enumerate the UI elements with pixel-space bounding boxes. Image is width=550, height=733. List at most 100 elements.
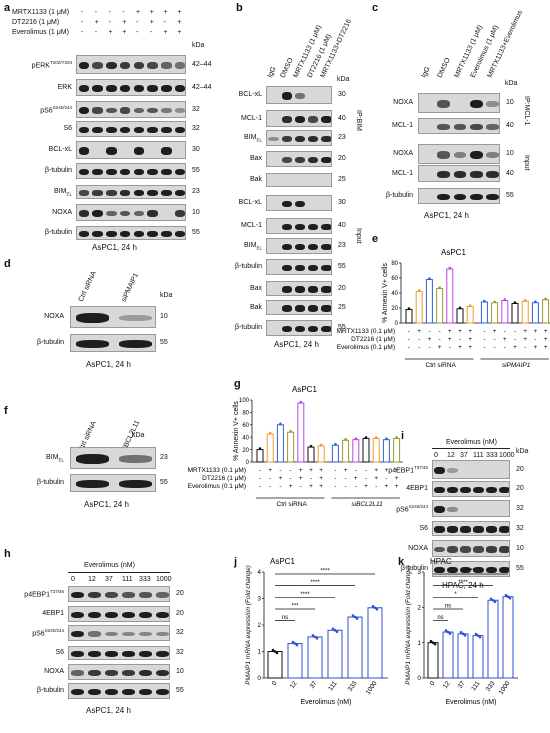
condition-sign: + [385,467,389,474]
blot-band [106,210,117,217]
dose-label: 0 [434,452,438,459]
blot-strip [70,334,156,352]
data-point [506,595,510,599]
blot-band [437,171,450,178]
kda-value: 32 [192,105,200,113]
blot-band [473,566,484,574]
condition-sign: - [524,344,526,351]
blot-band [308,325,319,333]
significance-label: **** [458,580,468,586]
blot-band [486,566,497,574]
blot-band [281,305,292,312]
blot-band [453,151,467,159]
blot-band [486,526,497,533]
significance-label: * [454,592,457,598]
data-point [544,297,547,301]
condition-sign: - [300,483,302,490]
data-point [431,641,435,644]
kda-value: 42–44 [192,83,212,91]
blot-band [119,231,131,237]
condition-sign: + [354,475,358,482]
blot-band [119,61,131,70]
blot-row-label: ERK [58,84,72,91]
blot-band [321,286,331,293]
row-label-sup: T37/46 [413,464,428,470]
row-label-text: NOXA [44,313,64,320]
blot-band [92,84,103,93]
row-label-text: BCL-xL [238,199,262,206]
row-label-text: Bak [249,303,262,311]
kda-title: kDa [160,292,173,299]
kda-value: 40 [338,222,346,229]
x-tick-label: 0 [429,680,437,687]
blot-band [119,126,131,134]
blot-row-label: β-tubulin [37,479,64,486]
row-label-text: BIM [244,134,257,141]
blot-band [174,231,185,237]
data-point [315,637,319,640]
blot-band [321,223,331,231]
blot-row-label: BIMEL [244,134,262,143]
condition-sign: - [334,483,336,490]
condition-label: Everolimus (1 μM) [12,29,69,36]
blot-row-label: BIMEL [54,188,72,197]
blot-row-label: pERKT202/Y204 [32,60,72,69]
blot-band [281,286,292,293]
condition-sign: - [334,467,336,474]
blot-strip [76,79,186,96]
blot-row-label: NOXA [393,99,413,106]
data-point [289,429,292,433]
kda-value: 10 [160,313,168,320]
condition-sign: - [483,336,485,343]
condition-sign: + [468,344,472,351]
data-point [364,436,368,439]
data-point [279,422,282,426]
data-point [293,642,297,645]
blot-strip [266,300,332,315]
blot-band [499,566,509,574]
blot-band [147,231,158,237]
blot-strip [418,144,500,164]
data-point [407,307,411,310]
condition-sign: + [108,29,113,36]
blot-strip [70,447,156,469]
group-label: siPMAIP1 [502,362,531,369]
condition-sign: + [344,467,348,474]
blot-band [437,100,450,108]
row-label-text: BIM [54,188,67,195]
y-tick-label: 0 [395,321,399,327]
condition-sign: - [290,467,292,474]
condition-sign: + [149,19,154,26]
panel-letter: b [236,2,243,14]
dose-header-line [432,448,510,449]
blot-band [147,210,158,217]
blot-band [486,171,499,178]
blot-band [104,631,119,637]
condition-sign: - [290,475,292,482]
blot-band [486,546,497,553]
blot-strip [418,93,500,113]
condition-sign: - [259,467,261,474]
blot-band [87,651,102,657]
blot-band [121,592,136,598]
y-tick-label: 2 [257,622,261,629]
condition-sign: - [428,328,430,335]
dose-header: Everolimus (nM) [84,562,135,569]
blot-band [133,107,145,114]
blot-band [155,688,169,696]
blot-band [78,126,90,134]
chart-title: AsPC1 [270,557,295,566]
condition-sign: + [364,483,368,490]
blot-band [121,688,136,696]
blot-band [321,243,331,251]
group-label: Ctrl siRNA [426,362,457,369]
blot-row-label: BIMEL [46,454,64,463]
data-point [446,630,450,634]
blot-band [499,526,509,533]
row-label-text: pS6 [32,630,45,638]
kda-value: 23 [192,188,200,195]
data-point [503,298,507,301]
condition-sign: - [418,344,420,351]
blot-row-label: Bak [250,176,262,183]
blot-row-label: pS6S240/244 [32,628,64,638]
